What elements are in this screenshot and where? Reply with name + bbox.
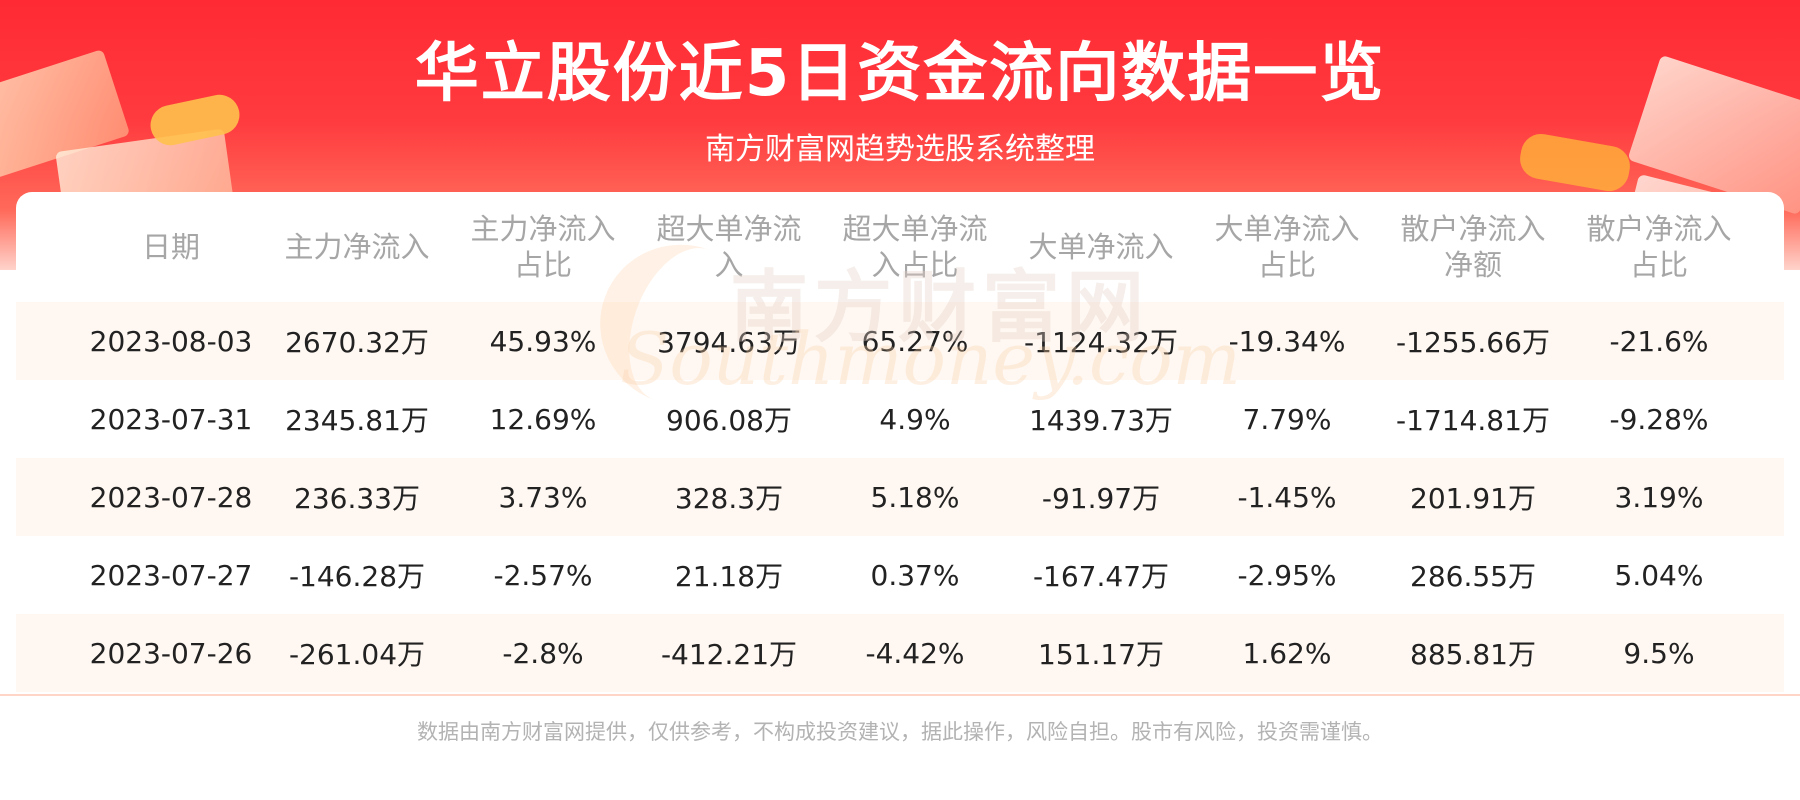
column-header-super-large-inflow: 超大单净流入	[636, 192, 822, 302]
table-cell-date: 2023-08-03	[89, 324, 253, 358]
table-cell-super-large-ratio: 4.9%	[879, 402, 951, 436]
data-table-card: 日期 主力净流入 主力净流入 占比 超大单净流入超大单净流 入占比 大单净流入 大单净流入 占比…	[16, 192, 1784, 692]
table-cell-date: 2023-07-28	[89, 480, 253, 514]
table-cell-super-large-inflow: 21.18万	[674, 560, 784, 593]
table-cell-main-inflow-ratio: 45.93%	[489, 324, 597, 358]
table-cell-retail-ratio: -9.28%	[1609, 402, 1709, 436]
table-cell-retail-ratio: 9.5%	[1623, 636, 1695, 670]
table-cell-retail-ratio: 5.04%	[1614, 558, 1704, 592]
column-header-large-inflow: 大单净流入	[1008, 192, 1194, 302]
table-cell-main-inflow-ratio: 3.73%	[498, 480, 588, 514]
page-subtitle: 南方财富网趋势选股系统整理	[705, 132, 1095, 167]
column-header-line: 日期	[141, 230, 200, 264]
table-cell-large-inflow: -1124.32万	[1024, 326, 1178, 359]
table-cell-main-inflow-ratio: -2.57%	[493, 558, 593, 592]
table-cell-large-inflow: 1439.73万	[1029, 404, 1173, 437]
table-cell-retail-ratio: 3.19%	[1614, 480, 1704, 514]
column-header-line: 净额	[1443, 248, 1502, 282]
table-row: 2023-07-26 -261.04万 -2.8% -412.21万 -4.42% 151…	[16, 614, 1784, 692]
table-row: 2023-07-28 236.33万 3.73% 328.3万 5.18% -91.97万…	[16, 458, 1784, 536]
column-header-line: 大单净流入	[1028, 230, 1174, 264]
table-cell-super-large-inflow: 328.3万	[674, 482, 784, 515]
table-row: 2023-08-03 2670.32万 45.93% 3794.63万 65.27% -1…	[16, 302, 1784, 380]
table-cell-date: 2023-07-26	[89, 636, 253, 670]
table-cell-super-large-ratio: 65.27%	[861, 324, 969, 358]
table-cell-super-large-ratio: 0.37%	[870, 558, 960, 592]
table-cell-super-large-inflow: 3794.63万	[657, 326, 801, 359]
table-cell-retail-net-amount: 286.55万	[1410, 560, 1536, 593]
table-cell-large-ratio: -2.95%	[1237, 558, 1337, 592]
column-header-line: 入	[714, 248, 744, 282]
table-cell-retail-net-amount: 885.81万	[1410, 638, 1536, 671]
table-cell-retail-net-amount: 201.91万	[1410, 482, 1536, 515]
column-header-line: 占比	[1257, 248, 1316, 282]
table-cell-super-large-inflow: -412.21万	[660, 638, 798, 671]
table-cell-date: 2023-07-27	[89, 558, 253, 592]
table-cell-main-net-inflow: -146.28万	[288, 560, 426, 593]
table-cell-large-ratio: 7.79%	[1242, 402, 1332, 436]
table-cell-retail-net-amount: -1255.66万	[1396, 326, 1550, 359]
table-row: 2023-07-31 2345.81万 12.69% 906.08万 4.9% 1439.…	[16, 380, 1784, 458]
column-header-line: 主力净流入	[284, 230, 430, 264]
table-cell-super-large-inflow: 906.08万	[666, 404, 792, 437]
column-header-line: 大单净流入	[1214, 212, 1360, 246]
table-cell-super-large-ratio: 5.18%	[870, 480, 960, 514]
column-header-main-inflow-ratio: 主力净流入 占比	[450, 192, 636, 302]
column-header-retail-net-amount: 散户净流入 净额	[1380, 192, 1566, 302]
column-header-line: 超大单净流	[842, 212, 988, 246]
table-cell-large-ratio: -1.45%	[1237, 480, 1337, 514]
column-header-line: 入占比	[871, 248, 959, 282]
column-header-date: 日期	[78, 192, 264, 302]
table-header: 日期 主力净流入 主力净流入 占比 超大单净流入超大单净流 入占比 大单净流入 大单净流入 占比…	[16, 192, 1784, 302]
column-header-large-ratio: 大单净流入 占比	[1194, 192, 1380, 302]
table-cell-large-inflow: 151.17万	[1038, 638, 1164, 671]
table-cell-main-net-inflow: 2345.81万	[285, 404, 429, 437]
table-cell-main-net-inflow: 236.33万	[294, 482, 420, 515]
table-cell-super-large-ratio: -4.42%	[865, 636, 965, 670]
table-cell-main-net-inflow: -261.04万	[288, 638, 426, 671]
page-title: 华立股份近5日资金流向数据一览	[414, 37, 1386, 111]
table-row: 2023-07-27 -146.28万 -2.57% 21.18万 0.37% -167.…	[16, 536, 1784, 614]
table-cell-large-ratio: -19.34%	[1228, 324, 1346, 358]
column-header-main-net-inflow: 主力净流入	[264, 192, 450, 302]
column-header-line: 超大单净流	[656, 212, 802, 246]
table-cell-retail-net-amount: -1714.81万	[1396, 404, 1550, 437]
table-cell-main-inflow-ratio: 12.69%	[489, 402, 597, 436]
column-header-super-large-ratio: 超大单净流 入占比	[822, 192, 1008, 302]
divider	[0, 694, 1800, 696]
column-header-line: 散户净流入	[1400, 212, 1546, 246]
table-cell-large-inflow: -91.97万	[1041, 482, 1161, 515]
column-header-line: 占比	[1629, 248, 1688, 282]
column-header-line: 主力净流入	[470, 212, 616, 246]
table-cell-large-inflow: -167.47万	[1032, 560, 1170, 593]
disclaimer-text: 数据由南方财富网提供，仅供参考，不构成投资建议，据此操作，风险自担。股市有风险，…	[417, 720, 1383, 744]
table-cell-main-net-inflow: 2670.32万	[285, 326, 429, 359]
column-header-line: 散户净流入	[1586, 212, 1732, 246]
column-header-line: 占比	[513, 248, 572, 282]
table-cell-main-inflow-ratio: -2.8%	[502, 636, 584, 670]
table-cell-large-ratio: 1.62%	[1242, 636, 1332, 670]
table-cell-date: 2023-07-31	[89, 402, 253, 436]
table-cell-retail-ratio: -21.6%	[1609, 324, 1709, 358]
column-header-retail-ratio: 散户净流入 占比	[1566, 192, 1752, 302]
